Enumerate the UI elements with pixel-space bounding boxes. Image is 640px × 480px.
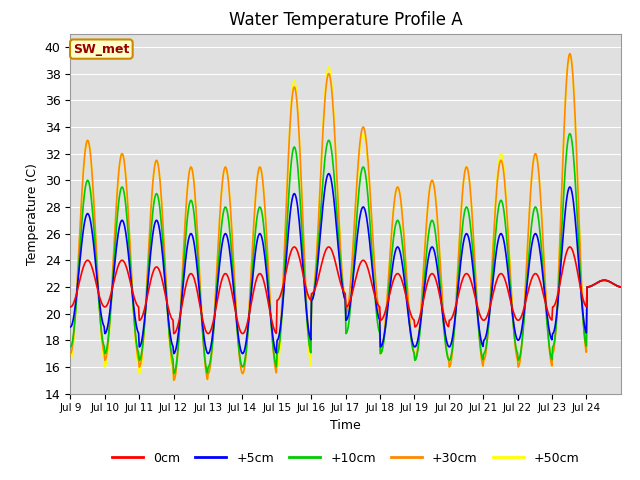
Title: Water Temperature Profile A: Water Temperature Profile A: [228, 11, 463, 29]
X-axis label: Time: Time: [330, 419, 361, 432]
Legend: 0cm, +5cm, +10cm, +30cm, +50cm: 0cm, +5cm, +10cm, +30cm, +50cm: [106, 447, 585, 469]
Text: SW_met: SW_met: [73, 43, 129, 56]
Y-axis label: Temperature (C): Temperature (C): [26, 163, 39, 264]
